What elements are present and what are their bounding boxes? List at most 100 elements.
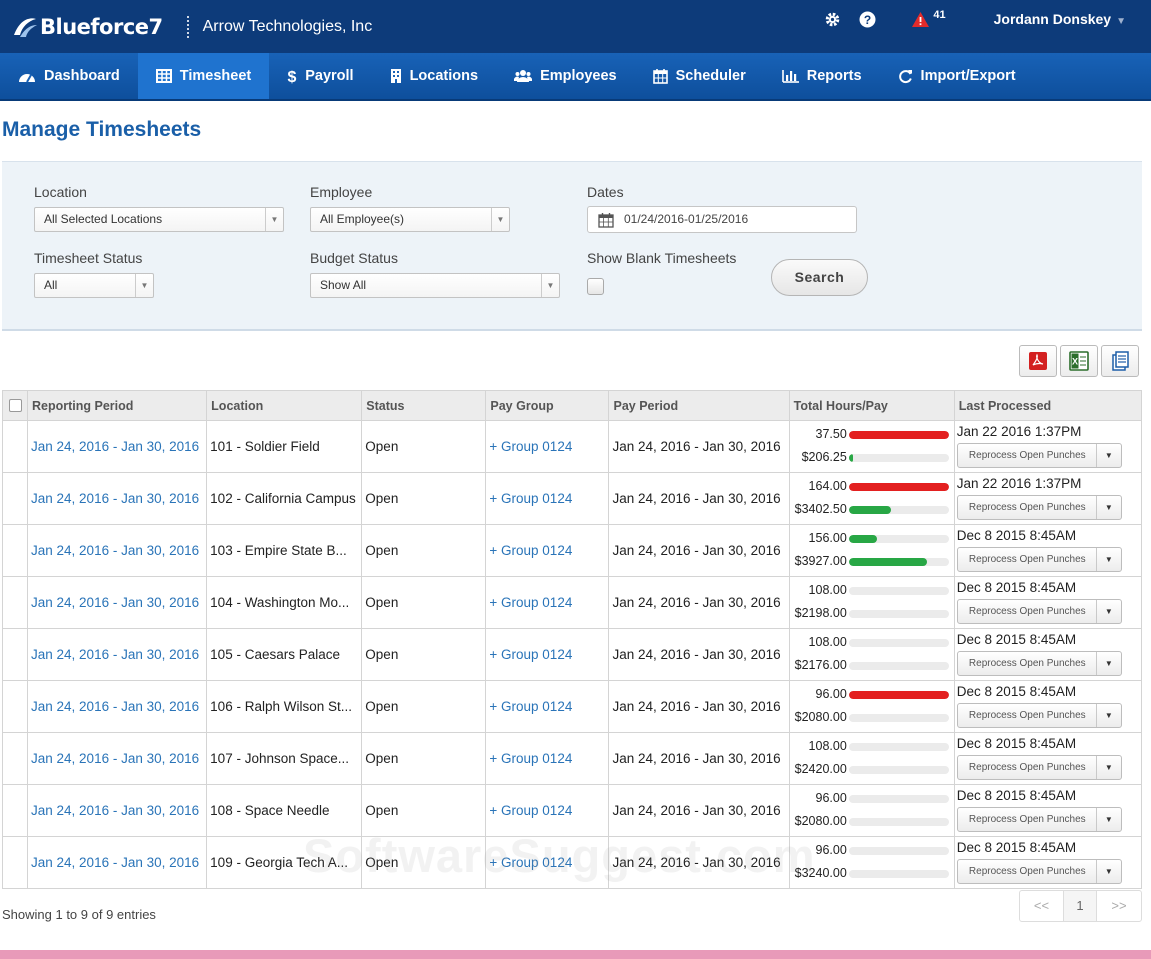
nav-import-export[interactable]: Import/Export — [880, 53, 1034, 99]
location-cell: 109 - Georgia Tech A... — [206, 836, 363, 889]
row-select-cell — [1, 732, 29, 785]
reporting-period-link[interactable]: Jan 24, 2016 - Jan 30, 2016 — [27, 628, 208, 681]
brand-logo[interactable]: Blueforce7 — [12, 15, 163, 39]
nav-reports[interactable]: Reports — [764, 53, 880, 99]
date-range-input[interactable]: 01/24/2016-01/25/2016 — [587, 206, 857, 233]
reporting-period-link[interactable]: Jan 24, 2016 - Jan 30, 2016 — [27, 732, 208, 785]
column-header[interactable]: Pay Period — [608, 390, 790, 421]
reprocess-open-punches-button[interactable]: Reprocess Open Punches — [968, 554, 1086, 565]
search-button[interactable]: Search — [771, 259, 868, 296]
column-header[interactable]: Status — [361, 390, 487, 421]
pay-group-link[interactable]: + Group 0124 — [485, 732, 610, 785]
reprocess-open-punches-button[interactable]: Reprocess Open Punches — [968, 606, 1086, 617]
column-header[interactable]: Pay Group — [485, 390, 610, 421]
chevron-down-icon[interactable]: ▼ — [1095, 704, 1121, 727]
export-document-button[interactable] — [1101, 345, 1139, 377]
reprocess-open-punches-button[interactable]: Reprocess Open Punches — [968, 762, 1086, 773]
table-row[interactable]: Jan 24, 2016 - Jan 30, 2016 107 - Johnson… — [1, 732, 1143, 785]
nav-locations[interactable]: Locations — [372, 53, 496, 99]
hours-progress-fill — [848, 483, 949, 491]
alert-count: 41 — [933, 8, 946, 21]
document-icon — [1112, 351, 1129, 371]
next-page-button[interactable]: >> — [1111, 898, 1127, 913]
pay-group-link[interactable]: + Group 0124 — [485, 628, 610, 681]
timesheet-status-select[interactable]: All ▼ — [34, 273, 154, 298]
status-cell: Open — [361, 576, 487, 629]
chevron-down-icon[interactable]: ▼ — [1095, 496, 1121, 519]
table-row[interactable]: Jan 24, 2016 - Jan 30, 2016 108 - Space N… — [1, 784, 1143, 837]
table-row[interactable]: Jan 24, 2016 - Jan 30, 2016 104 - Washing… — [1, 576, 1143, 629]
chevron-down-icon[interactable]: ▼ — [1095, 548, 1121, 571]
chevron-down-icon[interactable]: ▼ — [1095, 860, 1121, 883]
budget-status-select[interactable]: Show All ▼ — [310, 273, 560, 298]
pay-group-link[interactable]: + Group 0124 — [485, 420, 610, 473]
reprocess-open-punches-button[interactable]: Reprocess Open Punches — [968, 814, 1086, 825]
column-header[interactable]: Location — [206, 390, 363, 421]
pay-group-link[interactable]: + Group 0124 — [485, 836, 610, 889]
employee-value: All Employee(s) — [320, 212, 405, 226]
pay-group-link[interactable]: + Group 0124 — [485, 680, 610, 733]
total-hours: 156.00 — [808, 531, 847, 545]
nav-scheduler[interactable]: Scheduler — [635, 53, 764, 99]
chevron-down-icon[interactable]: ▼ — [1095, 600, 1121, 623]
nav-employees[interactable]: Employees — [496, 53, 635, 99]
last-processed-time: Jan 22 2016 1:37PM — [956, 476, 1082, 491]
reprocess-open-punches-button[interactable]: Reprocess Open Punches — [968, 866, 1086, 877]
reprocess-open-punches-button[interactable]: Reprocess Open Punches — [968, 710, 1086, 721]
reporting-period-link[interactable]: Jan 24, 2016 - Jan 30, 2016 — [27, 576, 208, 629]
chevron-down-icon: ▼ — [1116, 16, 1126, 27]
reporting-period-link[interactable]: Jan 24, 2016 - Jan 30, 2016 — [27, 836, 208, 889]
table-row[interactable]: Jan 24, 2016 - Jan 30, 2016 106 - Ralph W… — [1, 680, 1143, 733]
header-divider — [186, 15, 189, 38]
table-row[interactable]: Jan 24, 2016 - Jan 30, 2016 109 - Georgia… — [1, 836, 1143, 889]
user-menu[interactable]: Jordann Donskey ▼ — [994, 11, 1126, 27]
export-excel-button[interactable]: X — [1060, 345, 1098, 377]
last-processed-cell: Dec 8 2015 8:45AM Reprocess Open Punches ▼ — [953, 732, 1143, 785]
column-header[interactable]: Total Hours/Pay — [788, 390, 955, 421]
column-header[interactable]: Last Processed — [953, 390, 1143, 421]
table-row[interactable]: Jan 24, 2016 - Jan 30, 2016 105 - Caesars… — [1, 628, 1143, 681]
location-select[interactable]: All Selected Locations ▼ — [34, 207, 284, 232]
reporting-period-link[interactable]: Jan 24, 2016 - Jan 30, 2016 — [27, 524, 208, 577]
pay-group-link[interactable]: + Group 0124 — [485, 472, 610, 525]
status-cell: Open — [361, 628, 487, 681]
reprocess-open-punches-button[interactable]: Reprocess Open Punches — [968, 450, 1086, 461]
gear-icon[interactable] — [823, 10, 841, 28]
pay-progress-fill — [848, 454, 853, 462]
select-all-cell — [1, 390, 29, 421]
page-1-button[interactable]: 1 — [1064, 891, 1097, 921]
nav-payroll[interactable]: $ Payroll — [269, 53, 371, 99]
show-blank-checkbox[interactable] — [587, 278, 604, 295]
nav-label: Employees — [540, 68, 617, 84]
chevron-down-icon[interactable]: ▼ — [1095, 652, 1121, 675]
pay-group-link[interactable]: + Group 0124 — [485, 784, 610, 837]
chevron-down-icon[interactable]: ▼ — [1095, 444, 1121, 467]
nav-timesheet[interactable]: Timesheet — [137, 53, 270, 99]
reprocess-open-punches-button[interactable]: Reprocess Open Punches — [968, 658, 1086, 669]
employee-select[interactable]: All Employee(s) ▼ — [310, 207, 510, 232]
reporting-period-link[interactable]: Jan 24, 2016 - Jan 30, 2016 — [27, 420, 208, 473]
reporting-period-link[interactable]: Jan 24, 2016 - Jan 30, 2016 — [27, 784, 208, 837]
table-row[interactable]: Jan 24, 2016 - Jan 30, 2016 102 - Califor… — [1, 472, 1143, 525]
pay-group-link[interactable]: + Group 0124 — [485, 576, 610, 629]
excel-icon: X — [1069, 351, 1089, 371]
help-icon[interactable]: ? — [858, 10, 876, 28]
reporting-period-link[interactable]: Jan 24, 2016 - Jan 30, 2016 — [27, 680, 208, 733]
reprocess-open-punches-button[interactable]: Reprocess Open Punches — [968, 502, 1086, 513]
export-pdf-button[interactable] — [1019, 345, 1057, 377]
location-cell: 108 - Space Needle — [206, 784, 363, 837]
column-header[interactable]: Reporting Period — [27, 390, 208, 421]
select-all-checkbox[interactable] — [9, 399, 22, 412]
table-row[interactable]: Jan 24, 2016 - Jan 30, 2016 101 - Soldier… — [1, 420, 1143, 473]
pay-group-link[interactable]: + Group 0124 — [485, 524, 610, 577]
table-row[interactable]: Jan 24, 2016 - Jan 30, 2016 103 - Empire … — [1, 524, 1143, 577]
alert-button[interactable]: 41 — [911, 8, 946, 28]
nav-dashboard[interactable]: Dashboard — [0, 53, 138, 99]
hours-pay-cell: 96.00 $2080.00 — [788, 784, 955, 837]
chevron-down-icon[interactable]: ▼ — [1095, 808, 1121, 831]
timesheets-table: Reporting Period Location Status Pay Gro… — [1, 390, 1143, 889]
prev-page-button[interactable]: << — [1020, 891, 1064, 921]
reporting-period-link[interactable]: Jan 24, 2016 - Jan 30, 2016 — [27, 472, 208, 525]
svg-text:?: ? — [864, 12, 871, 26]
chevron-down-icon[interactable]: ▼ — [1095, 756, 1121, 779]
